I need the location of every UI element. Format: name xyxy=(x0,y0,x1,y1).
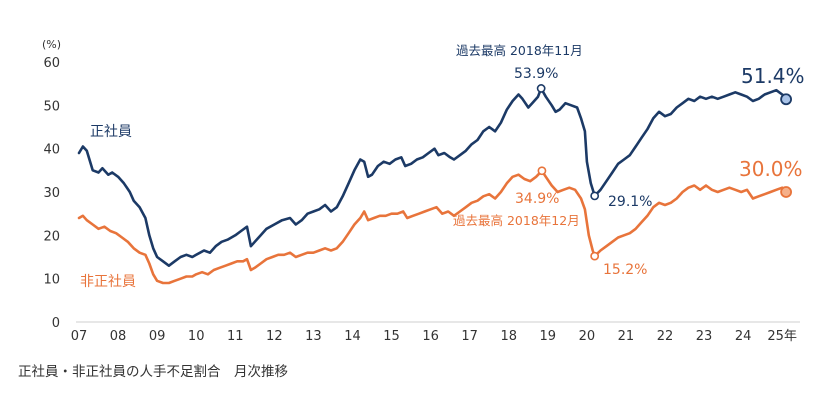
regular-last-value: 51.4% xyxy=(741,64,805,88)
nonregular-peak-title: 過去最高 2018年12月 xyxy=(453,213,580,228)
x-tick-14: 14 xyxy=(344,329,361,344)
annotation-markers xyxy=(536,84,792,261)
x-tick-25年: 25年 xyxy=(767,329,797,344)
y-tick-0: 0 xyxy=(52,316,60,331)
x-tick-08: 08 xyxy=(110,329,127,344)
y-tick-30: 30 xyxy=(43,186,60,201)
x-tick-22: 22 xyxy=(657,329,674,344)
regular-peak-value: 53.9% xyxy=(514,66,558,82)
x-tick-17: 17 xyxy=(461,329,478,344)
x-tick-18: 18 xyxy=(500,329,517,344)
y-tick-40: 40 xyxy=(43,143,60,158)
nonregular-low-value: 15.2% xyxy=(603,262,647,278)
marker-nonregular-last xyxy=(780,186,792,198)
y-tick-50: 50 xyxy=(43,99,60,114)
y-axis-unit: (%) xyxy=(42,38,61,51)
series-label-nonregular: 非正社員 xyxy=(80,274,136,290)
x-tick-16: 16 xyxy=(422,329,439,344)
x-tick-07: 07 xyxy=(71,329,88,344)
x-tick-15: 15 xyxy=(383,329,400,344)
x-tick-10: 10 xyxy=(188,329,205,344)
series-lines xyxy=(77,87,788,285)
marker-regular-last xyxy=(780,93,792,106)
y-tick-labels: 0 10 20 30 40 50 60 xyxy=(43,56,60,331)
marker-nonregular-low xyxy=(590,251,600,261)
x-tick-11: 11 xyxy=(227,329,244,344)
y-tick-60: 60 xyxy=(43,56,60,71)
labor-shortage-line-chart: (%) 0 10 20 30 40 50 60 07 08 09 10 11 12 13 14 15 16 17… xyxy=(42,38,805,344)
marker-nonregular-peak xyxy=(537,166,547,176)
marker-regular-low xyxy=(590,191,600,201)
x-tick-13: 13 xyxy=(305,329,322,344)
series-label-regular: 正社員 xyxy=(90,124,132,140)
x-tick-20: 20 xyxy=(579,329,596,344)
x-tick-23: 23 xyxy=(696,329,713,344)
x-tick-09: 09 xyxy=(149,329,166,344)
nonregular-peak-value: 34.9% xyxy=(515,191,559,207)
x-tick-24: 24 xyxy=(735,329,752,344)
x-tick-labels: 07 08 09 10 11 12 13 14 15 16 17 18 19 20 21 22 23 24 25年 xyxy=(71,329,797,344)
y-tick-10: 10 xyxy=(43,273,60,288)
x-tick-19: 19 xyxy=(540,329,557,344)
marker-regular-peak xyxy=(536,84,546,93)
x-tick-12: 12 xyxy=(266,329,283,344)
x-tick-21: 21 xyxy=(618,329,635,344)
nonregular-last-value: 30.0% xyxy=(739,157,803,181)
series-line-regular xyxy=(77,87,788,267)
y-tick-20: 20 xyxy=(43,229,60,244)
regular-peak-title: 過去最高 2018年11月 xyxy=(456,43,583,58)
series-line-nonregular xyxy=(77,169,788,285)
chart-caption: 正社員・非正社員の人手不足割合 月次推移 xyxy=(18,364,288,380)
regular-low-value: 29.1% xyxy=(608,194,652,210)
